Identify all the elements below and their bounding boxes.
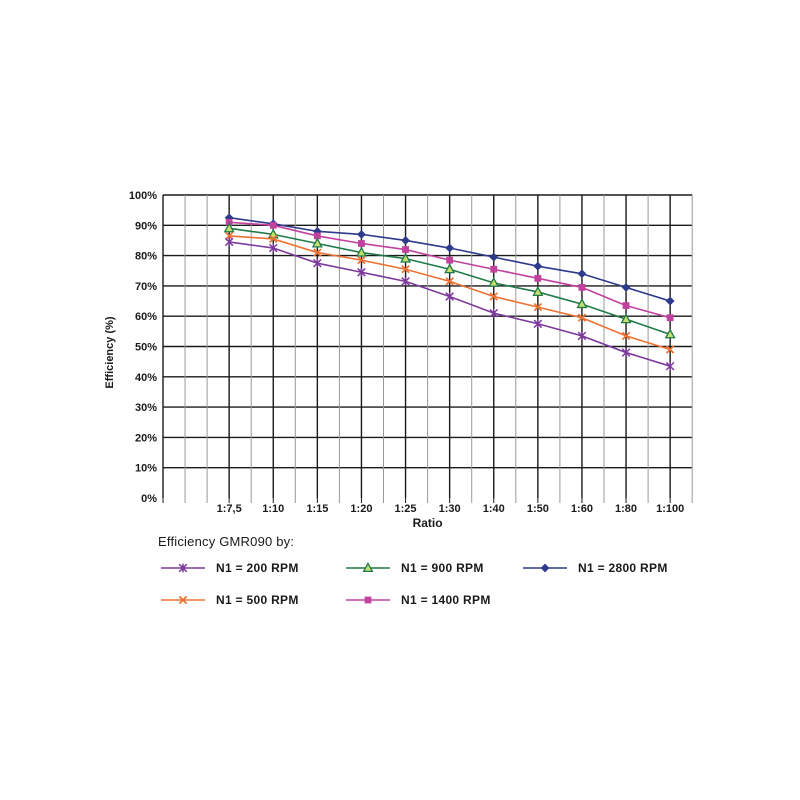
x-tick-label: 1:30 bbox=[439, 503, 461, 515]
series-marker-triangle bbox=[355, 246, 367, 257]
series-marker-x bbox=[357, 255, 366, 265]
series-marker-x bbox=[445, 277, 454, 286]
legend-item-label: N1 = 200 RPM bbox=[216, 561, 299, 575]
x-tick-label: 1:100 bbox=[656, 503, 684, 515]
y-tick-label: 90% bbox=[135, 220, 157, 232]
series-marker-star bbox=[178, 563, 188, 573]
series-marker-square bbox=[578, 284, 586, 291]
series-marker-square bbox=[622, 302, 630, 309]
series-marker-triangle bbox=[223, 222, 235, 233]
series-marker-diamond bbox=[401, 236, 410, 245]
series-marker-star bbox=[268, 243, 278, 253]
legend-item: N1 = 500 RPM bbox=[160, 592, 299, 608]
series-marker-star bbox=[224, 237, 234, 247]
series-marker-triangle bbox=[362, 562, 374, 573]
series-marker-triangle bbox=[400, 252, 412, 263]
series-marker-star bbox=[357, 267, 366, 277]
series-marker-diamond bbox=[665, 296, 675, 306]
series-marker-square bbox=[358, 240, 365, 247]
legend-item: N1 = 900 RPM bbox=[345, 560, 484, 576]
x-tick-label: 1:60 bbox=[571, 503, 593, 515]
series-marker-x bbox=[489, 292, 498, 301]
legend-marker-star-icon bbox=[161, 563, 205, 573]
series-marker-square bbox=[313, 232, 321, 240]
y-tick-label: 60% bbox=[135, 311, 157, 323]
series-marker-x bbox=[178, 595, 188, 605]
x-tick-label: 1:80 bbox=[615, 503, 637, 515]
series-marker-triangle bbox=[311, 237, 323, 248]
legend-marker-square-icon bbox=[346, 596, 390, 604]
x-tick-label: 1:20 bbox=[350, 503, 372, 515]
series-marker-x bbox=[533, 302, 543, 312]
series-marker-x bbox=[401, 265, 410, 274]
series-marker-star bbox=[665, 361, 675, 371]
series-marker-diamond bbox=[489, 252, 499, 262]
y-tick-label: 30% bbox=[135, 402, 157, 414]
series-marker-diamond bbox=[533, 261, 543, 271]
series-marker-star bbox=[445, 292, 454, 301]
series-marker-x bbox=[577, 313, 587, 322]
series-marker-x bbox=[313, 248, 322, 257]
legend-marker-x-icon bbox=[161, 595, 205, 605]
y-axis-title: Efficiency (%) bbox=[104, 316, 116, 388]
legend-item: N1 = 200 RPM bbox=[160, 560, 299, 576]
series-marker-star bbox=[533, 319, 543, 329]
series-marker-triangle bbox=[532, 286, 544, 297]
x-tick-label: 1:10 bbox=[262, 503, 284, 515]
x-tick-label: 1:50 bbox=[527, 503, 549, 515]
legend-item-label: N1 = 500 RPM bbox=[216, 593, 299, 607]
series-marker-star bbox=[577, 331, 587, 341]
series-marker-triangle bbox=[620, 313, 632, 324]
series-marker-triangle bbox=[576, 298, 588, 309]
y-tick-label: 10% bbox=[135, 463, 157, 475]
series-marker-star bbox=[313, 258, 322, 268]
series-marker-triangle bbox=[488, 276, 500, 287]
series-marker-triangle bbox=[444, 263, 456, 274]
series-marker-star bbox=[489, 308, 499, 318]
series-marker-square bbox=[269, 221, 277, 229]
legend-item-label: N1 = 900 RPM bbox=[401, 561, 484, 575]
series-marker-square bbox=[666, 314, 674, 322]
series-marker-x bbox=[665, 345, 675, 354]
series-marker-diamond bbox=[445, 243, 455, 253]
legend-marker-diamond-icon bbox=[523, 563, 567, 573]
series-marker-diamond bbox=[621, 283, 631, 292]
y-tick-label: 100% bbox=[129, 190, 157, 202]
series-marker-square bbox=[225, 218, 233, 226]
legend-item: N1 = 2800 RPM bbox=[522, 560, 668, 576]
series-marker-square bbox=[446, 256, 454, 264]
series-marker-x bbox=[269, 234, 278, 244]
series-marker-x bbox=[224, 231, 234, 241]
x-tick-label: 1:40 bbox=[483, 503, 505, 515]
legend-item: N1 = 1400 RPM bbox=[345, 592, 491, 608]
series-marker-triangle bbox=[664, 328, 676, 339]
y-tick-label: 70% bbox=[135, 281, 157, 293]
series-marker-star bbox=[401, 276, 410, 286]
legend-item-label: N1 = 2800 RPM bbox=[578, 561, 668, 575]
y-tick-label: 50% bbox=[135, 342, 157, 354]
series-marker-x bbox=[621, 331, 631, 341]
series-marker-diamond bbox=[540, 563, 550, 573]
series-marker-square bbox=[490, 265, 498, 273]
series-marker-square bbox=[534, 274, 542, 282]
y-tick-label: 20% bbox=[135, 432, 157, 444]
y-tick-label: 40% bbox=[135, 372, 157, 384]
x-tick-label: 1:7,5 bbox=[217, 503, 242, 515]
series-marker-square bbox=[364, 596, 372, 604]
series-marker-diamond bbox=[357, 229, 366, 239]
legend-item-label: N1 = 1400 RPM bbox=[401, 593, 491, 607]
x-tick-label: 1:25 bbox=[395, 503, 417, 515]
x-tick-label: 1:15 bbox=[306, 503, 328, 515]
series-marker-star bbox=[621, 348, 631, 357]
series-marker-diamond bbox=[577, 269, 587, 279]
y-tick-label: 80% bbox=[135, 251, 157, 263]
x-axis-title: Ratio bbox=[413, 516, 443, 530]
legend-marker-triangle-icon bbox=[346, 562, 390, 573]
y-tick-label: 0% bbox=[141, 493, 157, 505]
series-marker-square bbox=[402, 246, 409, 253]
legend-title: Efficiency GMR090 by: bbox=[158, 534, 295, 549]
